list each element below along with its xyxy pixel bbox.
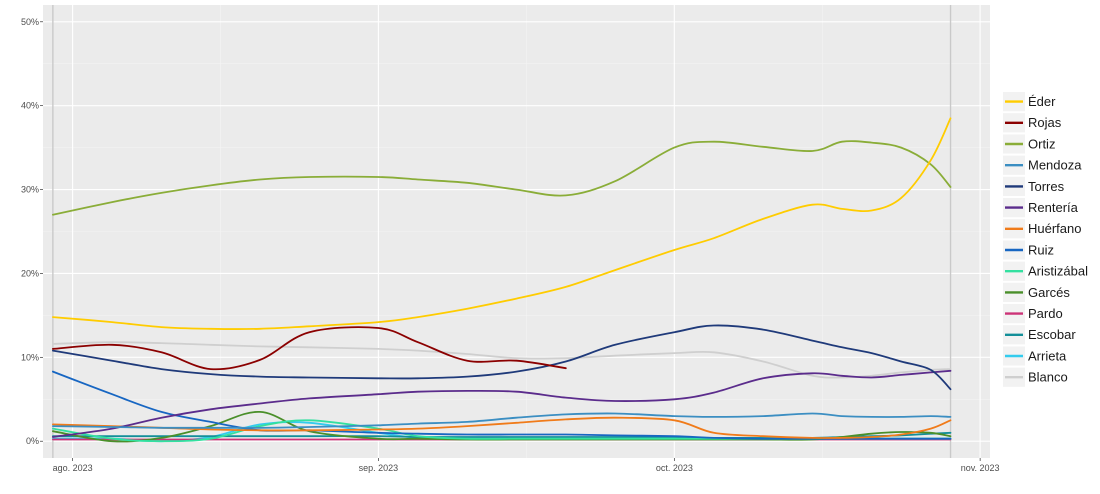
legend: Éder Rojas Ortiz Mendoza Torres Rentería Huérf… (1002, 90, 1098, 391)
series-line-8 (52, 370, 952, 440)
legend-label: Éder (1028, 94, 1056, 109)
series-lines (52, 117, 952, 443)
legend-label: Arrieta (1028, 348, 1067, 363)
series-line-4 (52, 412, 952, 429)
x-tick-label: sep. 2023 (359, 463, 399, 473)
legend-label: Escobar (1028, 327, 1076, 342)
legend-label: Ortiz (1028, 136, 1055, 151)
reference-lines (52, 5, 952, 458)
series-line-2 (52, 326, 567, 371)
axes: 0% 10% 20% 30% 40% 50% ago. 2023 sep. 2023 oct. … (21, 17, 1000, 473)
legend-label: Mendoza (1028, 158, 1082, 173)
y-tick-label: 20% (21, 268, 39, 278)
series-line-12 (52, 431, 952, 439)
x-tick-label: ago. 2023 (53, 463, 93, 473)
series-line-3 (52, 140, 952, 216)
legend-label: Garcés (1028, 285, 1070, 300)
x-tick-label: nov. 2023 (961, 463, 1000, 473)
legend-label: Pardo (1028, 306, 1063, 321)
legend-label: Torres (1028, 179, 1065, 194)
series-line-7 (52, 416, 952, 439)
series-line-5 (52, 324, 952, 391)
series-line-6 (52, 369, 952, 438)
y-tick-label: 30% (21, 185, 39, 195)
legend-label: Aristizábal (1028, 264, 1088, 279)
legend-label: Huérfano (1028, 221, 1081, 236)
legend-label: Rojas (1028, 115, 1062, 130)
legend-label: Ruiz (1028, 242, 1054, 257)
y-tick-label: 50% (21, 17, 39, 27)
legend-label: Rentería (1028, 200, 1079, 215)
y-tick-label: 10% (21, 352, 39, 362)
series-line-1 (52, 117, 952, 330)
legend-label: Blanco (1028, 370, 1068, 385)
y-tick-label: 0% (26, 436, 39, 446)
y-tick-label: 40% (21, 101, 39, 111)
x-tick-label: oct. 2023 (656, 463, 693, 473)
